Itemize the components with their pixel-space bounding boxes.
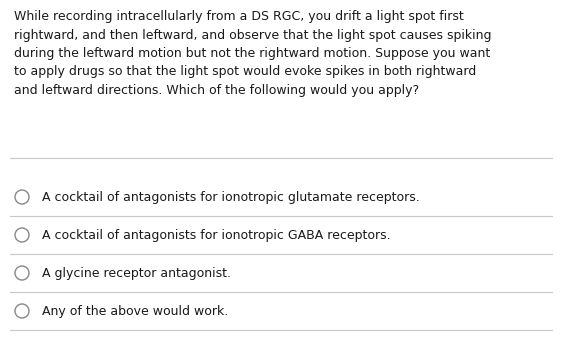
Text: A glycine receptor antagonist.: A glycine receptor antagonist. bbox=[42, 267, 231, 279]
Text: Any of the above would work.: Any of the above would work. bbox=[42, 305, 228, 317]
Text: A cocktail of antagonists for ionotropic GABA receptors.: A cocktail of antagonists for ionotropic… bbox=[42, 228, 391, 242]
Text: While recording intracellularly from a DS RGC, you drift a light spot first
righ: While recording intracellularly from a D… bbox=[14, 10, 492, 97]
Text: A cocktail of antagonists for ionotropic glutamate receptors.: A cocktail of antagonists for ionotropic… bbox=[42, 190, 420, 204]
